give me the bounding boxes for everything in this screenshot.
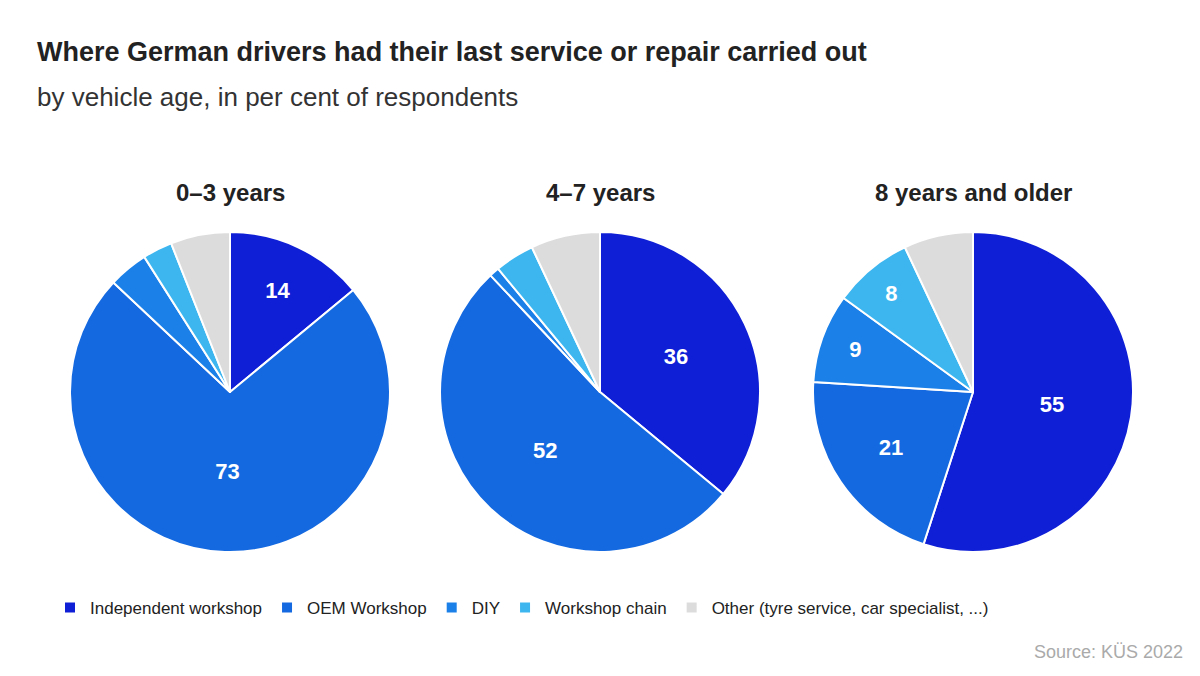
svg-text:4–7 years: 4–7 years (546, 179, 655, 206)
svg-text:OEM Workshop: OEM Workshop (307, 599, 427, 618)
svg-text:21: 21 (879, 435, 903, 460)
svg-text:8 years and older: 8 years and older (875, 179, 1072, 206)
svg-text:DIY: DIY (472, 599, 500, 618)
svg-text:73: 73 (215, 459, 239, 484)
svg-text:Workshop chain: Workshop chain (545, 599, 667, 618)
svg-text:Other (tyre service, car speci: Other (tyre service, car specialist, ...… (712, 599, 989, 618)
svg-text:52: 52 (533, 438, 557, 463)
svg-text:0–3 years: 0–3 years (176, 179, 285, 206)
svg-text:by vehicle age, in per cent of: by vehicle age, in per cent of responden… (37, 82, 518, 112)
svg-text:Source: KÜS 2022: Source: KÜS 2022 (1034, 642, 1183, 662)
svg-text:8: 8 (885, 281, 897, 306)
svg-text:Independent workshop: Independent workshop (90, 599, 262, 618)
svg-text:55: 55 (1040, 392, 1064, 417)
svg-text:14: 14 (265, 278, 290, 303)
svg-text:9: 9 (849, 337, 861, 362)
svg-text:36: 36 (664, 344, 688, 369)
svg-text:Where German drivers had their: Where German drivers had their last serv… (37, 37, 867, 67)
